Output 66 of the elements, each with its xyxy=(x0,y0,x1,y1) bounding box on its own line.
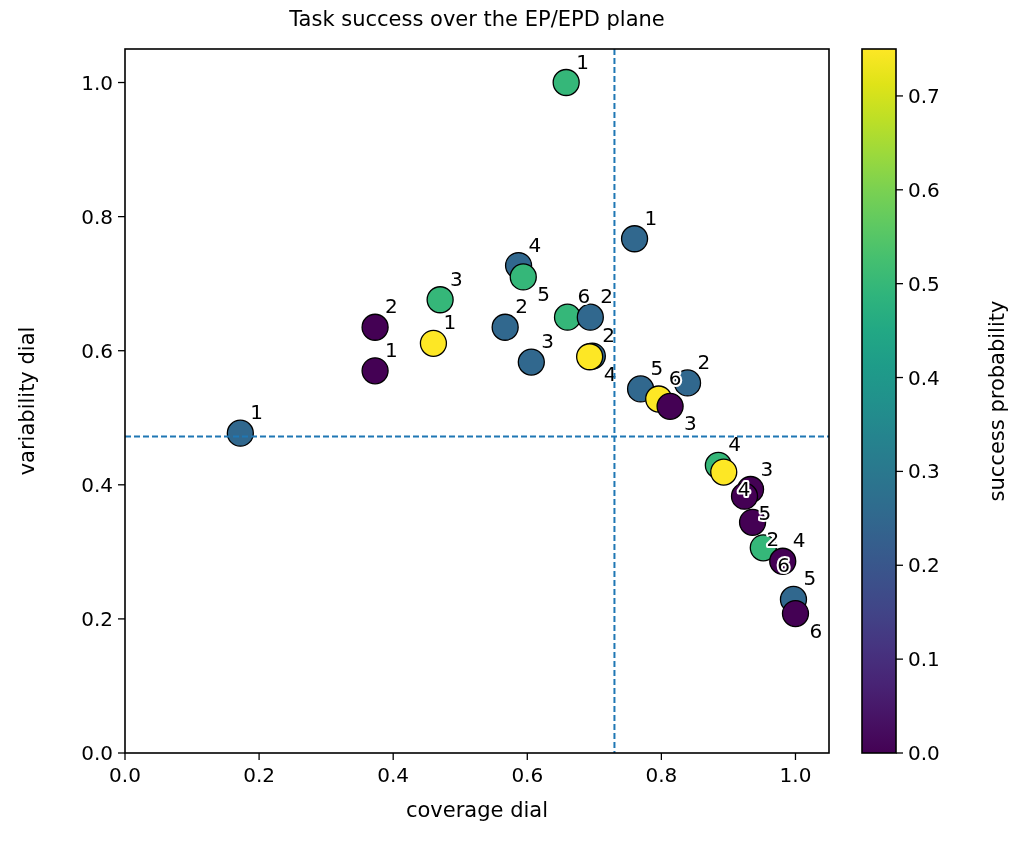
y-tick-label: 0.0 xyxy=(81,741,113,765)
annotation: 4 xyxy=(528,232,542,257)
point xyxy=(517,348,545,376)
y-tick-label: 0.8 xyxy=(81,204,113,229)
color-bar-label: 0.2 xyxy=(908,553,940,578)
annotation: 6 xyxy=(577,284,591,309)
annotation: 6 xyxy=(668,365,682,390)
point xyxy=(553,303,582,331)
color-bar-label: 0.7 xyxy=(908,83,940,108)
point xyxy=(781,599,810,628)
annotation: 2 xyxy=(385,294,398,319)
x-tick-label: 0.8 xyxy=(645,763,678,787)
y-tick-label: 0.2 xyxy=(81,606,113,631)
color-bar-label: 0.0 xyxy=(908,741,940,765)
x-tick-label: 0.6 xyxy=(511,763,544,787)
color-bar-label: 0.1 xyxy=(908,647,940,672)
annotation: 4 xyxy=(737,477,751,502)
color-bar-label: 0.5 xyxy=(908,271,940,296)
x-tick-label: 0.0 xyxy=(109,763,141,787)
annotation: 2 xyxy=(697,349,711,374)
annotation: 5 xyxy=(537,281,550,306)
annotation: 2 xyxy=(766,527,780,552)
annotation: 3 xyxy=(684,411,697,436)
annotation: 4 xyxy=(603,361,617,386)
point xyxy=(552,68,580,97)
annotation: 1 xyxy=(385,337,398,362)
point xyxy=(576,303,604,331)
annotation: 2 xyxy=(602,323,616,348)
point xyxy=(710,458,738,486)
annotation: 4 xyxy=(728,432,742,457)
annotation: 1 xyxy=(576,49,589,74)
point xyxy=(361,313,389,341)
y-tick-label: 0.6 xyxy=(81,338,113,363)
y-tick-label: 0.4 xyxy=(81,472,113,497)
chart-title: Task success over the EP/EPD plane xyxy=(288,7,665,31)
color-bar-title: success probability xyxy=(985,300,1009,502)
point xyxy=(509,263,537,291)
y-tick-label: 1.0 xyxy=(81,70,113,95)
annotation: 5 xyxy=(803,566,817,591)
annotation: 2 xyxy=(600,284,614,309)
annotation: 1 xyxy=(443,310,457,335)
y-axis-title: variability dial xyxy=(15,326,39,476)
annotation: 6 xyxy=(777,552,791,577)
annotation: 5 xyxy=(650,355,664,380)
color-bar-label: 0.6 xyxy=(908,177,940,202)
point xyxy=(361,357,389,385)
x-tick-label: 0.2 xyxy=(243,763,275,787)
annotation: 4 xyxy=(792,528,806,553)
annotation: 2 xyxy=(515,294,528,319)
color-bar-label: 0.4 xyxy=(908,365,940,390)
point xyxy=(226,419,254,447)
annotation: 1 xyxy=(250,400,264,425)
point xyxy=(426,286,454,314)
annotation: 3 xyxy=(541,329,555,354)
x-axis-title: coverage dial xyxy=(405,798,549,822)
annotation: 3 xyxy=(450,266,463,291)
point xyxy=(620,225,649,253)
x-tick-label: 0.4 xyxy=(377,763,410,787)
annotation: 1 xyxy=(644,205,658,230)
annotation: 3 xyxy=(760,456,774,481)
point xyxy=(419,329,448,357)
point xyxy=(491,313,519,341)
x-tick-label: 1.0 xyxy=(779,763,812,787)
color-bar-label: 0.3 xyxy=(908,459,940,484)
point xyxy=(656,392,684,421)
annotation: 6 xyxy=(809,618,823,643)
